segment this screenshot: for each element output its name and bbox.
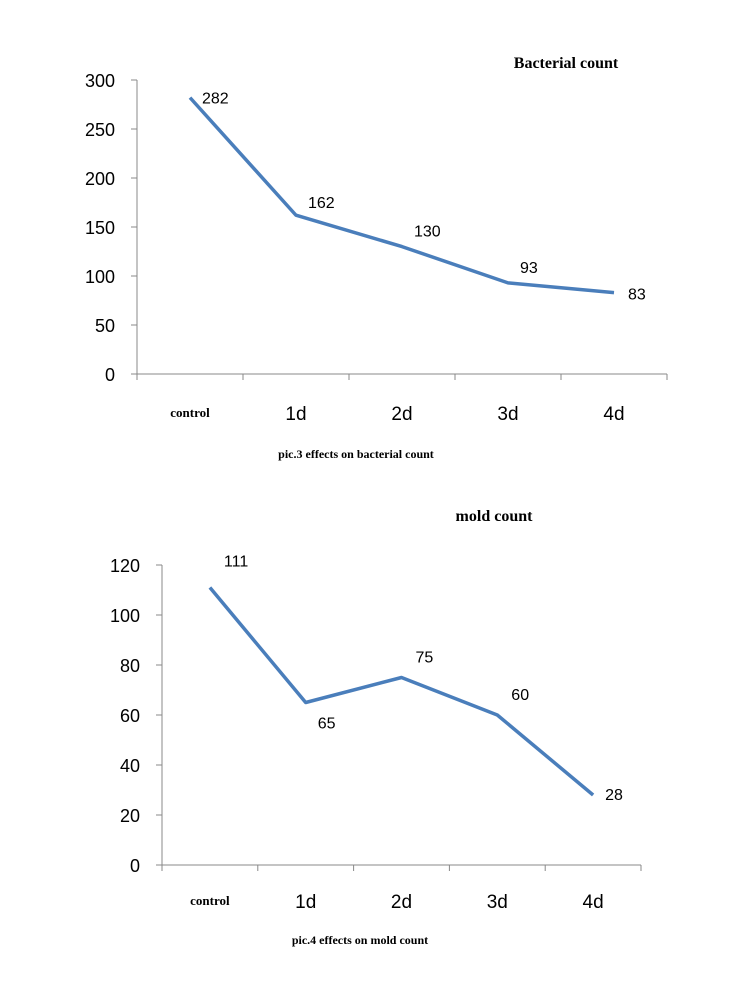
series-line xyxy=(188,96,615,295)
y-tick-label: 50 xyxy=(95,316,115,336)
y-tick-label: 0 xyxy=(105,365,115,385)
data-label: 162 xyxy=(308,195,335,212)
data-label: 83 xyxy=(628,287,646,304)
series-line xyxy=(208,586,595,797)
y-tick-label: 60 xyxy=(120,706,140,726)
y-tick-label: 40 xyxy=(120,756,140,776)
x-tick-label: 1d xyxy=(285,404,306,425)
y-tick-label: 100 xyxy=(110,606,140,626)
x-tick-label: 2d xyxy=(391,892,412,913)
data-label: 111 xyxy=(224,554,248,571)
y-tick-label: 150 xyxy=(85,218,115,238)
data-label: 60 xyxy=(511,687,529,704)
y-tick-label: 200 xyxy=(85,169,115,189)
data-label: 282 xyxy=(202,91,229,108)
data-label: 28 xyxy=(605,787,623,804)
data-label: 75 xyxy=(416,650,434,667)
y-tick-label: 100 xyxy=(85,267,115,287)
y-tick-label: 80 xyxy=(120,656,140,676)
y-tick-label: 20 xyxy=(120,806,140,826)
x-tick-label: 3d xyxy=(497,404,518,425)
y-tick-label: 120 xyxy=(110,556,140,576)
chart-title: Bacterial count xyxy=(514,55,619,72)
chart-caption: pic.3 effects on bacterial count xyxy=(278,447,434,461)
x-tick-label: 3d xyxy=(487,892,508,913)
chart-caption: pic.4 effects on mold count xyxy=(292,933,428,947)
chart-title: mold count xyxy=(456,508,534,525)
x-tick-label: control xyxy=(170,405,210,420)
x-tick-label: 2d xyxy=(391,404,412,425)
data-label: 65 xyxy=(318,716,336,733)
x-tick-label: control xyxy=(190,893,230,908)
y-tick-label: 300 xyxy=(85,71,115,91)
data-label: 130 xyxy=(414,224,441,241)
x-tick-label: 4d xyxy=(583,892,604,913)
y-tick-label: 250 xyxy=(85,120,115,140)
x-tick-label: 1d xyxy=(295,892,316,913)
bacterial-count-chart: Bacterial count pic.3 effects on bacteri… xyxy=(85,55,668,461)
x-tick-label: 4d xyxy=(603,404,624,425)
y-tick-label: 0 xyxy=(130,856,140,876)
data-label: 93 xyxy=(520,260,538,277)
mold-count-chart: mold count pic.4 effects on mold count 0… xyxy=(110,508,642,947)
